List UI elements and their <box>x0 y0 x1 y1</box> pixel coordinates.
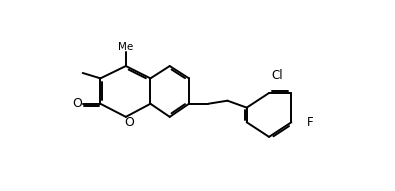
Text: Cl: Cl <box>272 69 283 82</box>
Text: O: O <box>72 97 82 110</box>
Text: Me: Me <box>118 42 134 52</box>
Text: F: F <box>307 116 314 129</box>
Text: O: O <box>125 116 135 129</box>
